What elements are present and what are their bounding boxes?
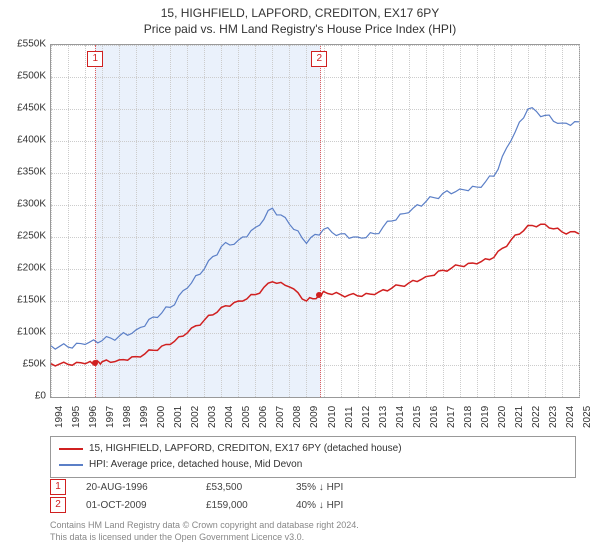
marker-box-1: 1 — [87, 51, 103, 67]
line-series-svg — [51, 45, 579, 397]
marker-price-2: £159,000 — [206, 500, 296, 511]
xtick-label: 2017 — [446, 406, 457, 428]
ytick-label: £350K — [4, 167, 46, 178]
xtick-label: 2012 — [361, 406, 372, 428]
legend: 15, HIGHFIELD, LAPFORD, CREDITON, EX17 6… — [50, 436, 576, 478]
xtick-label: 2004 — [224, 406, 235, 428]
marker-price-1: £53,500 — [206, 482, 296, 493]
ytick-label: £0 — [4, 391, 46, 402]
xtick-label: 2022 — [531, 406, 542, 428]
xtick-label: 2019 — [480, 406, 491, 428]
ytick-label: £50K — [4, 359, 46, 370]
ytick-label: £400K — [4, 135, 46, 146]
marker-box-2: 2 — [311, 51, 327, 67]
xtick-label: 2005 — [241, 406, 252, 428]
xtick-label: 2013 — [378, 406, 389, 428]
xtick-label: 1995 — [71, 406, 82, 428]
xtick-label: 2008 — [292, 406, 303, 428]
legend-item-property: 15, HIGHFIELD, LAPFORD, CREDITON, EX17 6… — [59, 441, 567, 457]
xtick-label: 2010 — [327, 406, 338, 428]
series-hpi — [51, 108, 579, 349]
xtick-label: 2000 — [156, 406, 167, 428]
marker-dot-1 — [92, 360, 98, 366]
xtick-label: 2016 — [429, 406, 440, 428]
ytick-label: £450K — [4, 103, 46, 114]
marker-diff-1: 35% ↓ HPI — [296, 482, 376, 493]
footer-line-1: Contains HM Land Registry data © Crown c… — [50, 520, 359, 532]
ytick-label: £100K — [4, 327, 46, 338]
xtick-label: 1997 — [105, 406, 116, 428]
xtick-label: 2024 — [565, 406, 576, 428]
marker-date-1: 20-AUG-1996 — [86, 482, 206, 493]
xtick-label: 2009 — [309, 406, 320, 428]
xtick-label: 2015 — [412, 406, 423, 428]
xtick-label: 2025 — [582, 406, 593, 428]
xtick-label: 2003 — [207, 406, 218, 428]
marker-date-2: 01-OCT-2009 — [86, 500, 206, 511]
xtick-label: 2023 — [548, 406, 559, 428]
chart-subtitle: Price paid vs. HM Land Registry's House … — [0, 22, 600, 38]
legend-label-property: 15, HIGHFIELD, LAPFORD, CREDITON, EX17 6… — [89, 441, 402, 457]
xtick-label: 2018 — [463, 406, 474, 428]
marker-row-2: 2 01-OCT-2009 £159,000 40% ↓ HPI — [50, 496, 376, 514]
ytick-label: £150K — [4, 295, 46, 306]
xtick-label: 1998 — [122, 406, 133, 428]
marker-diff-2: 40% ↓ HPI — [296, 500, 376, 511]
ytick-label: £250K — [4, 231, 46, 242]
xtick-label: 2020 — [497, 406, 508, 428]
marker-row-1: 1 20-AUG-1996 £53,500 35% ↓ HPI — [50, 478, 376, 496]
xtick-label: 1996 — [88, 406, 99, 428]
xtick-label: 2001 — [173, 406, 184, 428]
ytick-label: £500K — [4, 71, 46, 82]
chart-container: 15, HIGHFIELD, LAPFORD, CREDITON, EX17 6… — [0, 0, 600, 560]
xtick-label: 2021 — [514, 406, 525, 428]
ytick-label: £300K — [4, 199, 46, 210]
xtick-label: 2002 — [190, 406, 201, 428]
xtick-label: 1999 — [139, 406, 150, 428]
legend-swatch-property — [59, 448, 83, 450]
legend-swatch-hpi — [59, 464, 83, 466]
marker-idx-1: 1 — [50, 479, 66, 495]
legend-item-hpi: HPI: Average price, detached house, Mid … — [59, 457, 567, 473]
chart-title: 15, HIGHFIELD, LAPFORD, CREDITON, EX17 6… — [0, 6, 600, 22]
plot-area: 12 — [50, 44, 580, 398]
title-block: 15, HIGHFIELD, LAPFORD, CREDITON, EX17 6… — [0, 0, 600, 37]
marker-dot-2 — [316, 292, 322, 298]
marker-idx-2: 2 — [50, 497, 66, 513]
footer-line-2: This data is licensed under the Open Gov… — [50, 532, 359, 544]
ytick-label: £550K — [4, 39, 46, 50]
legend-label-hpi: HPI: Average price, detached house, Mid … — [89, 457, 302, 473]
series-property — [51, 224, 579, 366]
gridline-v — [579, 45, 580, 397]
xtick-label: 2011 — [344, 406, 355, 428]
xtick-label: 2006 — [258, 406, 269, 428]
xtick-label: 2014 — [395, 406, 406, 428]
marker-table: 1 20-AUG-1996 £53,500 35% ↓ HPI 2 01-OCT… — [50, 478, 376, 514]
footer: Contains HM Land Registry data © Crown c… — [50, 520, 359, 543]
ytick-label: £200K — [4, 263, 46, 274]
xtick-label: 1994 — [54, 406, 65, 428]
xtick-label: 2007 — [275, 406, 286, 428]
